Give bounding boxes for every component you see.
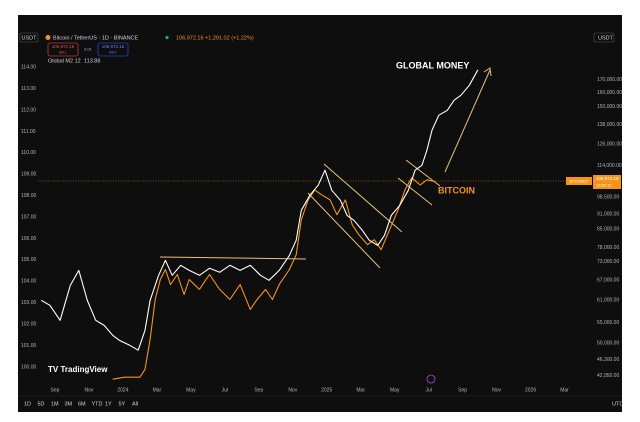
range-button[interactable]: 5Y [119,401,126,407]
logo-text: TradingView [60,365,108,374]
y-tick-label: 109.00 [21,172,37,178]
symbol-box-label: USDT [22,35,38,41]
y2-tick-label: 170,000.00 [597,77,622,83]
x-tick-label: Mar [560,387,569,393]
y2-tick-label: 126,000.00 [597,142,622,148]
y-tick-label: 106.00 [21,236,37,242]
y-tick-label: 107.00 [21,214,37,220]
y-tick-label: 100.00 [21,364,37,370]
y2-tick-label: 78,000.00 [597,245,619,251]
btc-icon [45,35,51,40]
range-button[interactable]: All [132,401,138,407]
arrow-shaft [444,69,491,173]
y-tick-label: 102.00 [21,321,37,327]
x-tick-label: Sep [458,387,467,393]
y2-tick-label: 55,000.00 [597,320,619,326]
x-tick-label: Sep [51,387,60,393]
chart-title: Bitcoin / TetherUS · 1D · BINANCE [53,35,139,41]
y2-tick-label: 150,000.00 [597,104,622,110]
y-tick-label: 108.00 [21,193,37,199]
sell-price: 106,972.16 [52,44,75,49]
event-icon[interactable] [426,374,436,384]
range-button[interactable]: 6M [78,401,86,407]
x-tick-label: Nov [85,387,94,393]
channel-lower [307,192,381,269]
y-tick-label: 114.00 [21,65,36,71]
x-tick-label: Mar [356,387,365,393]
buy-price: 106,972.16 [102,44,125,49]
price-tag-label: 106,972.16 [596,176,619,181]
x-tick-label: Nov [288,387,297,393]
y2-tick-label: 91,000.00 [597,212,619,218]
y2-tick-label: 73,000.00 [597,259,619,265]
bitcoin-label: BITCOIN [438,185,475,195]
market-dot [165,35,169,40]
x-tick-label: Jul [425,387,431,393]
x-tick-label: May [390,387,400,393]
series-line [112,177,436,380]
x-tick-label: 2025 [321,387,332,393]
currency-box[interactable] [593,32,615,43]
y2-tick-label: 42,950.00 [597,373,619,379]
sell-button[interactable] [47,42,79,57]
price-tag [593,175,621,189]
range-bar: 1D 5D 1M 3M 6M YTD 1Y 5Y All [24,401,138,407]
x-tick-label: May [186,387,196,393]
range-button[interactable]: 5D [38,401,45,407]
legend-value: 113.88 [84,58,100,64]
y-tick-label: 101.00 [21,343,37,349]
spread: 0.01 [84,47,93,52]
sell-label: SELL [59,50,68,54]
last-change: 106,972.16 +1,291.02 (+1.22%) [176,35,254,41]
ticker-tag-label: BTCUSDT [570,178,589,183]
y2-tick-label: 85,000.00 [597,226,619,232]
y2-tick-label: 160,000.00 [597,90,622,96]
x-tick-label: Nov [492,387,501,393]
x-tick-label: Sep [254,387,263,393]
countdown: 16:59:12 [596,183,612,188]
y-tick-label: 105.00 [21,257,37,263]
series-line [41,69,479,351]
symbol-box[interactable] [19,32,39,43]
timezone: UTC [612,401,623,407]
global-money-label: GLOBAL MONEY [396,60,469,70]
x-tick-label: 2024 [117,387,128,393]
y2-tick-label: 138,000.00 [597,122,622,128]
y2-tick-label: 98,500.00 [597,195,619,201]
y-tick-label: 110.00 [21,150,36,156]
x-tick-label: Mar [153,387,162,393]
y2-tick-label: 61,000.00 [597,298,619,304]
panel [18,15,622,412]
arrow-head [483,67,492,77]
legend-name: Global M2 12 [48,58,81,64]
range-button[interactable]: 1Y [105,401,112,407]
ticker-tag [566,177,592,185]
y-tick-label: 103.00 [21,300,37,306]
buy-button[interactable] [97,42,129,57]
annotations [159,67,492,269]
resistance-line [159,256,307,260]
range-button[interactable]: YTD [92,401,103,407]
logo-mark: TV [48,365,60,374]
y2-tick-label: 46,300.00 [597,357,619,363]
y-tick-label: 111.00 [21,129,36,135]
y2-tick-label: 67,000.00 [597,278,619,284]
range-button[interactable]: 1D [24,401,31,407]
x-tick-label: Jul [222,387,228,393]
x-tick-label: 2026 [525,387,536,393]
logo: TV TradingView [48,365,108,374]
y-tick-label: 113.00 [21,86,36,92]
y2-tick-label: 50,000.00 [597,341,619,347]
range-button[interactable]: 1M [51,401,59,407]
y-tick-label: 104.00 [21,279,37,285]
flag-lower [397,177,433,206]
currency-box-label: USDT [598,35,614,41]
y2-tick-label: 114,000.00 [597,163,622,169]
buy-label: BUY [109,50,117,54]
range-button[interactable]: 3M [65,401,73,407]
y-tick-label: 112.00 [21,107,36,113]
